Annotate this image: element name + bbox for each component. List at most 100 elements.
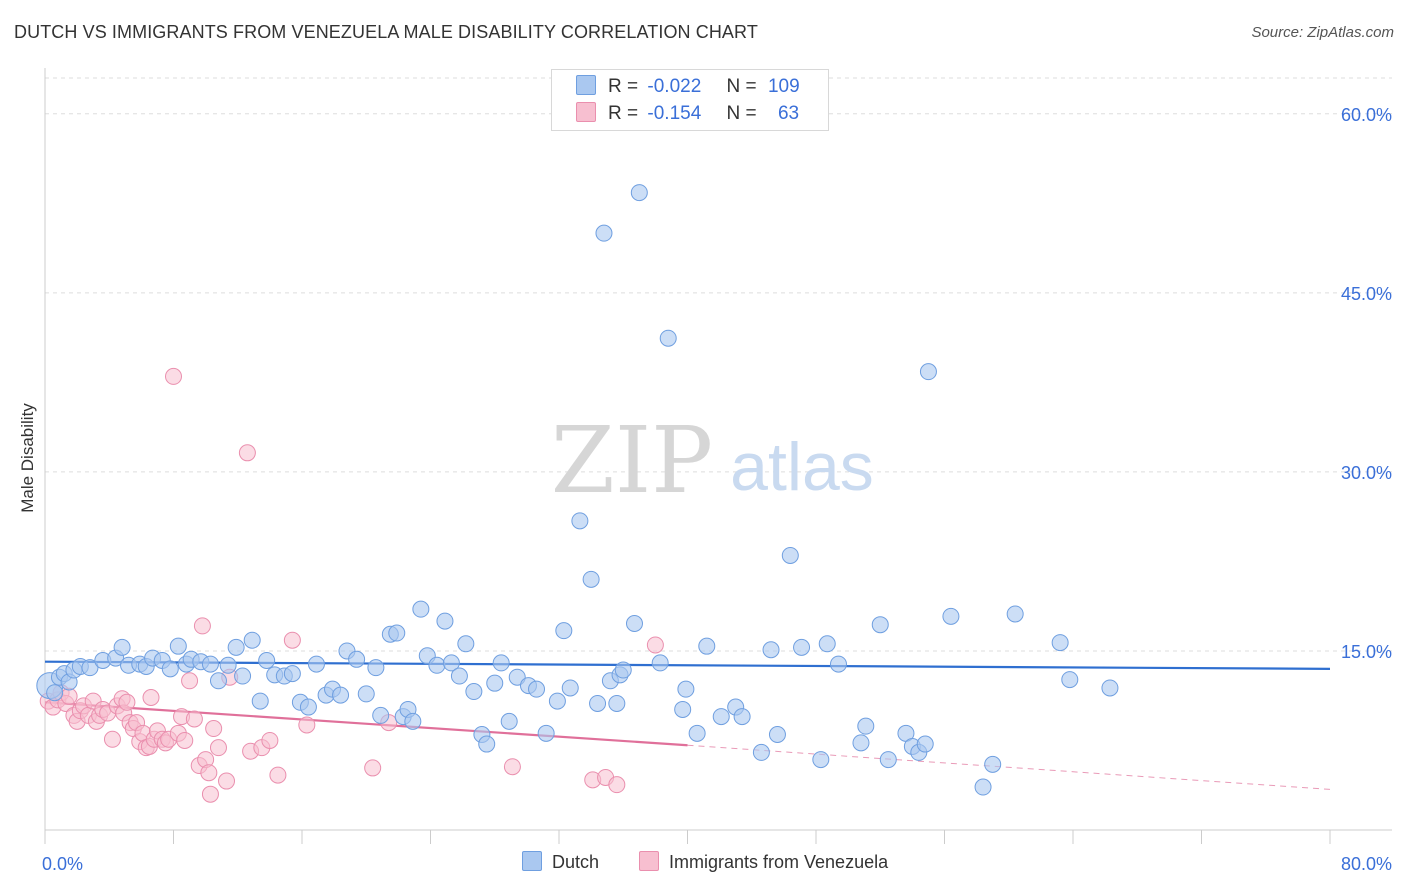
venezuela-point	[218, 772, 236, 790]
dutch-point	[942, 607, 960, 625]
bottom-legend-dutch: Dutch	[522, 851, 599, 873]
dutch-point	[712, 708, 730, 726]
dutch-point	[752, 743, 770, 761]
dutch-point	[857, 717, 875, 735]
legend-r-value: -0.154	[647, 103, 702, 124]
dutch-point	[219, 656, 237, 674]
dutch-point	[436, 612, 454, 630]
dutch-point	[818, 635, 836, 653]
dutch-point	[582, 570, 600, 588]
venezuela-point	[503, 758, 521, 776]
venezuela-point	[209, 739, 227, 757]
dutch-point	[674, 700, 692, 718]
dutch-point	[589, 694, 607, 712]
dutch-point	[357, 685, 375, 703]
legend-n-label: N =	[726, 103, 757, 124]
venezuela-point	[60, 687, 78, 705]
dutch-point	[630, 184, 648, 202]
venezuela-swatch	[639, 851, 659, 871]
dutch-point	[561, 679, 579, 697]
dutch-point	[388, 624, 406, 642]
y-axis-label: Male Disability	[18, 403, 37, 513]
dutch-point	[1051, 634, 1069, 652]
legend-n-value: 109	[767, 76, 800, 97]
legend-box: R = -0.022 N = 109 R = -0.154 N = 63	[551, 69, 829, 131]
tick-labels: 15.0% 30.0% 45.0% 60.0% 0.0% 80.0%	[42, 105, 1392, 874]
venezuela-point	[181, 672, 199, 690]
legend-r-label: R =	[608, 103, 639, 124]
watermark-zip: ZIP	[551, 407, 713, 514]
dutch-point	[201, 655, 219, 673]
venezuela-point	[298, 716, 316, 734]
venezuela-point	[176, 731, 194, 749]
dutch-point	[81, 659, 99, 677]
venezuela-point	[103, 730, 121, 748]
dutch-point	[548, 692, 566, 710]
legend-r-label: R =	[608, 76, 639, 97]
dutch-point	[984, 755, 1002, 773]
dutch-point	[733, 708, 751, 726]
venezuela-point	[364, 759, 382, 777]
venezuela-point	[185, 710, 203, 728]
dutch-point	[450, 667, 468, 685]
y-tick-label: 60.0%	[1341, 105, 1392, 125]
venezuela-point	[238, 444, 256, 462]
legend-r-value: -0.022	[647, 76, 702, 97]
dutch-point	[651, 654, 669, 672]
dutch-point	[812, 751, 830, 769]
y-tick-label: 30.0%	[1341, 463, 1392, 483]
dutch-point	[608, 694, 626, 712]
dutch-point	[258, 652, 276, 670]
dutch-point	[677, 680, 695, 698]
dutch-point	[169, 637, 187, 655]
dutch-point	[614, 661, 632, 679]
venezuela-point	[193, 617, 211, 635]
dutch-point	[307, 655, 325, 673]
dutch-point	[555, 622, 573, 640]
dutch-point	[367, 659, 385, 677]
venezuela-point	[608, 776, 626, 794]
dutch-point	[852, 734, 870, 752]
bottom-legend-label: Dutch	[552, 852, 600, 872]
legend-n-value: 63	[777, 103, 800, 124]
venezuela-swatch	[576, 102, 596, 122]
series-dutch-points	[36, 184, 1119, 796]
dutch-point	[113, 638, 131, 656]
dutch-point	[879, 751, 897, 769]
dutch-point	[698, 637, 716, 655]
dutch-point	[492, 654, 510, 672]
venezuela-point	[165, 367, 182, 385]
chart-title: DUTCH VS IMMIGRANTS FROM VENEZUELA MALE …	[14, 22, 758, 42]
watermark-atlas: atlas	[730, 429, 874, 505]
x-tick-label-max: 80.0%	[1341, 854, 1392, 874]
dutch-point	[829, 655, 847, 673]
dutch-point	[465, 683, 483, 701]
dutch-point	[916, 735, 934, 753]
dutch-point	[659, 329, 677, 347]
legend-row-dutch: R = -0.022 N = 109	[576, 75, 800, 99]
venezuela-point	[646, 636, 664, 654]
grid-lines	[45, 77, 1392, 652]
venezuela-point	[118, 693, 136, 711]
dutch-point	[412, 600, 430, 618]
dutch-point	[1101, 679, 1119, 697]
dutch-point	[781, 546, 799, 564]
dutch-point	[234, 667, 252, 685]
dutch-point	[478, 735, 496, 753]
dutch-point	[1061, 671, 1079, 689]
bottom-legend-venezuela: Immigrants from Venezuela	[639, 851, 888, 873]
dutch-swatch	[576, 75, 596, 95]
venezuela-trend-extension	[687, 744, 1331, 790]
venezuela-trend-line	[44, 701, 688, 747]
legend-row-venezuela: R = -0.154 N = 63	[576, 102, 799, 126]
dutch-point	[283, 665, 301, 683]
dutch-point	[227, 638, 245, 656]
venezuela-point	[205, 720, 223, 738]
legend-n-label: N =	[726, 76, 757, 97]
dutch-point	[793, 638, 811, 656]
dutch-point	[768, 726, 786, 744]
bottom-legend-label: Immigrants from Venezuela	[669, 852, 889, 872]
source-credit: Source: ZipAtlas.com	[1251, 24, 1394, 41]
dutch-point	[332, 686, 350, 704]
